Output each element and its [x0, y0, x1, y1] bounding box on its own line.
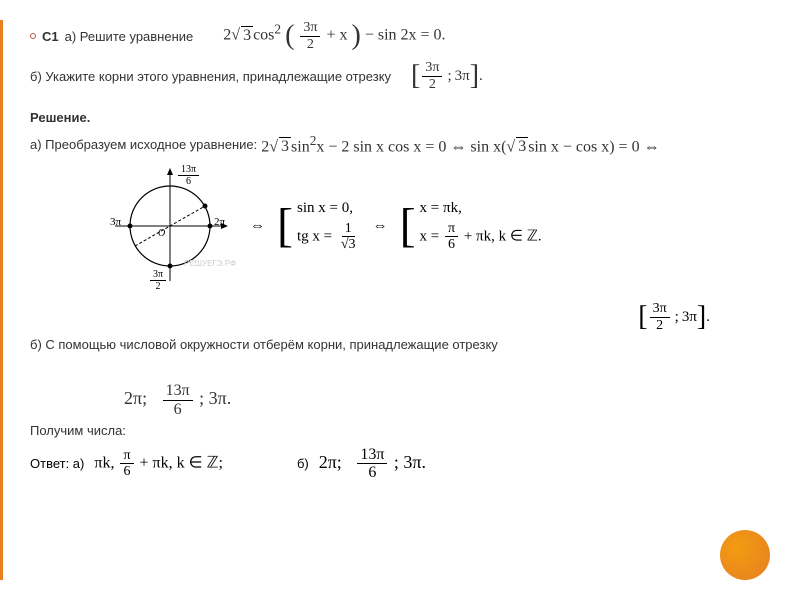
solution-title-line: Решение.: [30, 110, 770, 125]
system-1: [ sin x = 0, tg x = 1√3: [277, 200, 361, 253]
interval-2: [ 3π2 ; 3π ] .: [638, 301, 710, 333]
part-b-text: б) Укажите корни этого уравнения, принад…: [30, 69, 391, 84]
diagram-systems-row: 13π6 3π 2π O 3π2 РЕШУЕГЭ.РФ ⇔ [ sin x = …: [110, 166, 770, 286]
interval-1: [ 3π2 ; 3π ] .: [411, 60, 483, 92]
answer-row: Ответ: а) πk, π6 + πk, k ∈ ℤ; б) 2π; 13π…: [30, 446, 770, 482]
transform-formula: 2√3sin2x − 2 sin x cos x = 0 ⇔ sin x(√3s…: [261, 133, 659, 156]
diag-bottom-label: 3π2: [148, 269, 168, 292]
interval-2-block: [ 3π2 ; 3π ] .: [30, 301, 710, 333]
systems-block: ⇔ [ sin x = 0, tg x = 1√3 ⇔ [ x = πk, x …: [250, 200, 542, 253]
part-a-text: а) Решите уравнение: [65, 29, 194, 44]
diag-origin-label: O: [158, 228, 165, 239]
transform-text: а) Преобразуем исходное уравнение:: [30, 137, 257, 152]
watermark-text: РЕШУЕГЭ.РФ: [184, 259, 236, 268]
got-numbers-label-line: Получим числа:: [30, 423, 770, 438]
answer-b-formula: 2π; 13π6 ; 3π.: [319, 446, 426, 482]
problem-line-a: C1 а) Решите уравнение 2√3cos2 ( 3π2 + x…: [30, 20, 770, 52]
solution-line-a: а) Преобразуем исходное уравнение: 2√3si…: [30, 133, 770, 156]
decorative-circle: [720, 530, 770, 580]
bullet-icon: [30, 33, 36, 39]
equation-a: 2√3cos2 ( 3π2 + x ) − sin 2x = 0.: [223, 20, 445, 52]
solution-title: Решение.: [30, 110, 90, 125]
left-accent-bar: [0, 20, 3, 580]
problem-label: C1: [42, 29, 59, 44]
diag-right-label: 2π: [214, 216, 225, 228]
solution-line-b: б) С помощью числовой окружности отберём…: [30, 337, 770, 352]
diag-left-label: 3π: [110, 216, 121, 228]
problem-line-b: б) Укажите корни этого уравнения, принад…: [30, 60, 770, 92]
found-numbers-formula: 2π; 13π6 ; 3π.: [120, 382, 770, 418]
got-numbers-label: Получим числа:: [30, 423, 126, 438]
diag-top-label: 13π6: [176, 164, 201, 187]
system-2: [ x = πk, x = π6 + πk, k ∈ ℤ.: [400, 200, 542, 253]
unit-circle-diagram: 13π6 3π 2π O 3π2 РЕШУЕГЭ.РФ: [110, 166, 230, 286]
answer-a-formula: πk, π6 + πk, k ∈ ℤ;: [94, 448, 223, 480]
answer-b-label: б): [297, 456, 309, 471]
line-b-text: б) С помощью числовой окружности отберём…: [30, 337, 498, 352]
answer-label: Ответ: а): [30, 456, 84, 471]
